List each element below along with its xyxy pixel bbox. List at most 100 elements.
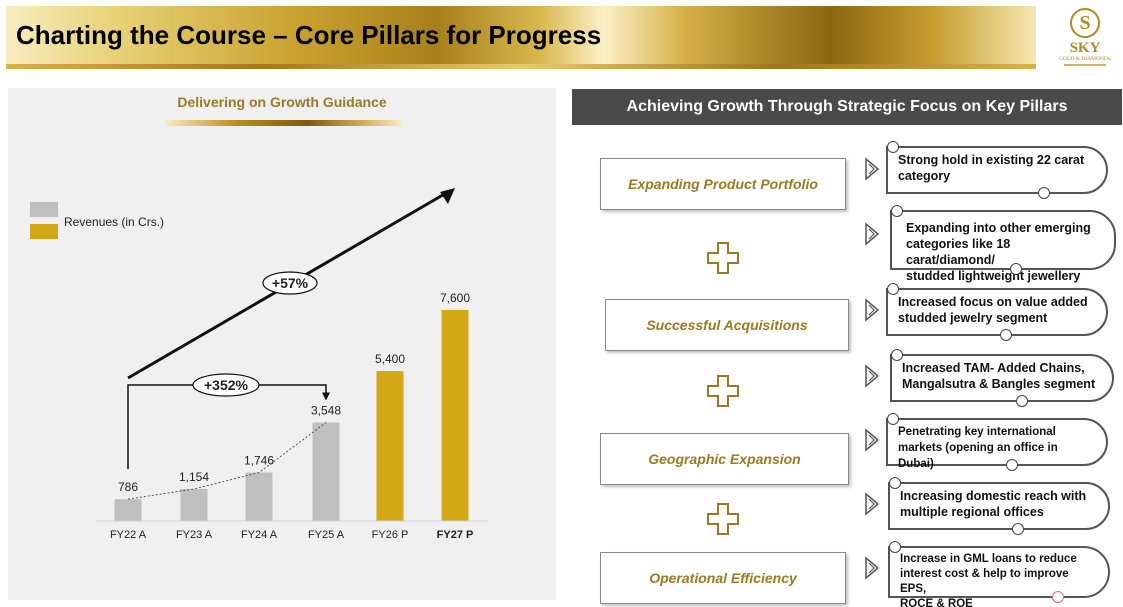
connector-dot [1010,263,1022,275]
growth-label-overall: +57% [272,275,309,291]
growth-badge-overall [262,271,318,295]
callout-line: Strong hold in existing 22 carat [898,153,1085,167]
bar-fy23-a [180,488,208,521]
connector-dot [1038,187,1050,199]
pillar-label: Successful Acquisitions [646,317,808,333]
pillar-successful-acquisitions: Successful Acquisitions [605,299,849,351]
data-label: 7,600 [440,291,470,305]
callout-text: Increased focus on value added studded j… [898,294,1092,326]
callout-22-carat: Strong hold in existing 22 carat categor… [886,141,1108,199]
chevron-right-icon [865,364,880,388]
callout-emerging-categories: Expanding into other emerging categories… [890,205,1116,283]
revenue-bar-chart: Revenues (in Crs.) 786 FY22 A 1,154 FY23 A 1,… [30,188,488,541]
bar-fy22-a [114,499,142,521]
connector-dot [1016,395,1028,407]
growth-label-past: +352% [204,377,249,393]
callout-text: Increased TAM- Added Chains, Mangalsutra… [902,360,1098,392]
callout-line: markets (opening an office in Dubai) [898,442,1058,470]
category-label: FY22 A [110,529,147,541]
pillar-label: Operational Efficiency [649,570,797,586]
callout-line: Increased TAM- Added Chains, [902,361,1085,375]
connector-dot [1012,523,1024,535]
trend-dashed-line [127,422,327,500]
data-label: 5,400 [375,352,405,366]
connector-dot [1000,329,1012,341]
pillar-expanding-product-portfolio: Expanding Product Portfolio [600,158,846,210]
legend-swatch-projected [30,224,58,239]
chevron-right-icon [865,222,880,246]
growth-badge-past [192,373,260,397]
bar-fy25-a [312,422,340,521]
callout-text: Penetrating key international markets (o… [898,424,1092,472]
category-label: FY25 A [308,529,345,541]
data-label: 1,746 [244,454,274,468]
bar-fy24-a [245,472,273,521]
chevron-right-icon [865,556,880,580]
connector-dot [889,541,901,553]
title-underline [6,64,1036,69]
growth-chart-panel: Delivering on Growth Guidance Revenues (… [8,88,556,600]
category-label: FY26 P [372,529,409,541]
bar-fy27-p [441,310,469,521]
data-label: 1,154 [179,470,209,484]
callout-text: Expanding into other emerging categories… [906,220,1100,284]
connector-dot [1006,459,1018,471]
plus-icon [707,242,739,274]
pillar-label: Expanding Product Portfolio [628,176,818,192]
growth-arrowhead [440,188,455,204]
callout-line: ROCE & ROE [900,598,973,607]
company-logo: S SKY GOLD & DIAMONDS [1056,8,1114,78]
bracket-arrowhead [322,392,330,401]
category-label: FY23 A [176,529,213,541]
pillar-operational-efficiency: Operational Efficiency [600,552,846,604]
page-title: Charting the Course – Core Pillars for P… [16,20,602,50]
legend-label: Revenues (in Crs.) [64,215,164,229]
chevron-right-icon [865,428,880,452]
pillar-label: Geographic Expansion [648,451,801,467]
callout-text: Increase in GML loans to reduce interest… [900,552,1094,607]
callout-text: Strong hold in existing 22 carat categor… [898,152,1092,184]
category-label: FY27 P [437,529,474,541]
logo-divider [1064,64,1106,66]
plus-icon [707,375,739,407]
plus-icon [707,503,739,535]
callout-studded-jewelry: Increased focus on value added studded j… [886,283,1108,341]
bar-fy26-p [376,371,404,521]
connector-dot [889,477,901,489]
pillar-geographic-expansion: Geographic Expansion [600,433,849,485]
connector-dot [887,141,899,153]
logo-subtitle: GOLD & DIAMONDS [1059,56,1111,62]
callout-line: categories like 18 carat/diamond/ [906,237,1011,267]
callout-line: interest cost & help to improve EPS, [900,568,1069,595]
callout-line: Increased focus on value added [898,295,1088,309]
connector-dot [1052,591,1064,603]
connector-dot [891,205,903,217]
callout-line: Increase in GML loans to reduce [900,553,1077,565]
connector-dot [891,349,903,361]
connector-dot [887,283,899,295]
callout-international-markets: Penetrating key international markets (o… [886,413,1108,471]
callout-line: studded jewelry segment [898,311,1048,325]
chart-title: Delivering on Growth Guidance [177,94,387,110]
chevron-right-icon [865,157,880,181]
chart-title-underline [166,120,401,126]
title-banner: Charting the Course – Core Pillars for P… [6,6,1036,64]
connector-dot [887,413,899,425]
callout-line: Increasing domestic reach with [900,489,1087,503]
callout-line: Mangalsutra & Bangles segment [902,377,1096,391]
logo-name: SKY [1069,40,1101,56]
chevron-right-icon [865,298,880,322]
legend-swatch-actual [30,202,58,217]
data-label: 786 [118,480,138,494]
callout-line: multiple regional offices [900,505,1044,519]
callout-line: Expanding into other emerging [906,221,1091,235]
callout-line: Penetrating key international [898,426,1056,438]
callout-domestic-reach: Increasing domestic reach with multiple … [888,477,1110,535]
growth-bracket [127,384,327,470]
callout-line: studded lightweight jewellery [906,269,1081,283]
category-label: FY24 A [241,529,278,541]
pillars-header: Achieving Growth Through Strategic Focus… [572,89,1122,125]
callout-text: Increasing domestic reach with multiple … [900,488,1094,520]
callout-line: category [898,169,951,183]
callout-gml-loans: Increase in GML loans to reduce interest… [888,541,1110,607]
